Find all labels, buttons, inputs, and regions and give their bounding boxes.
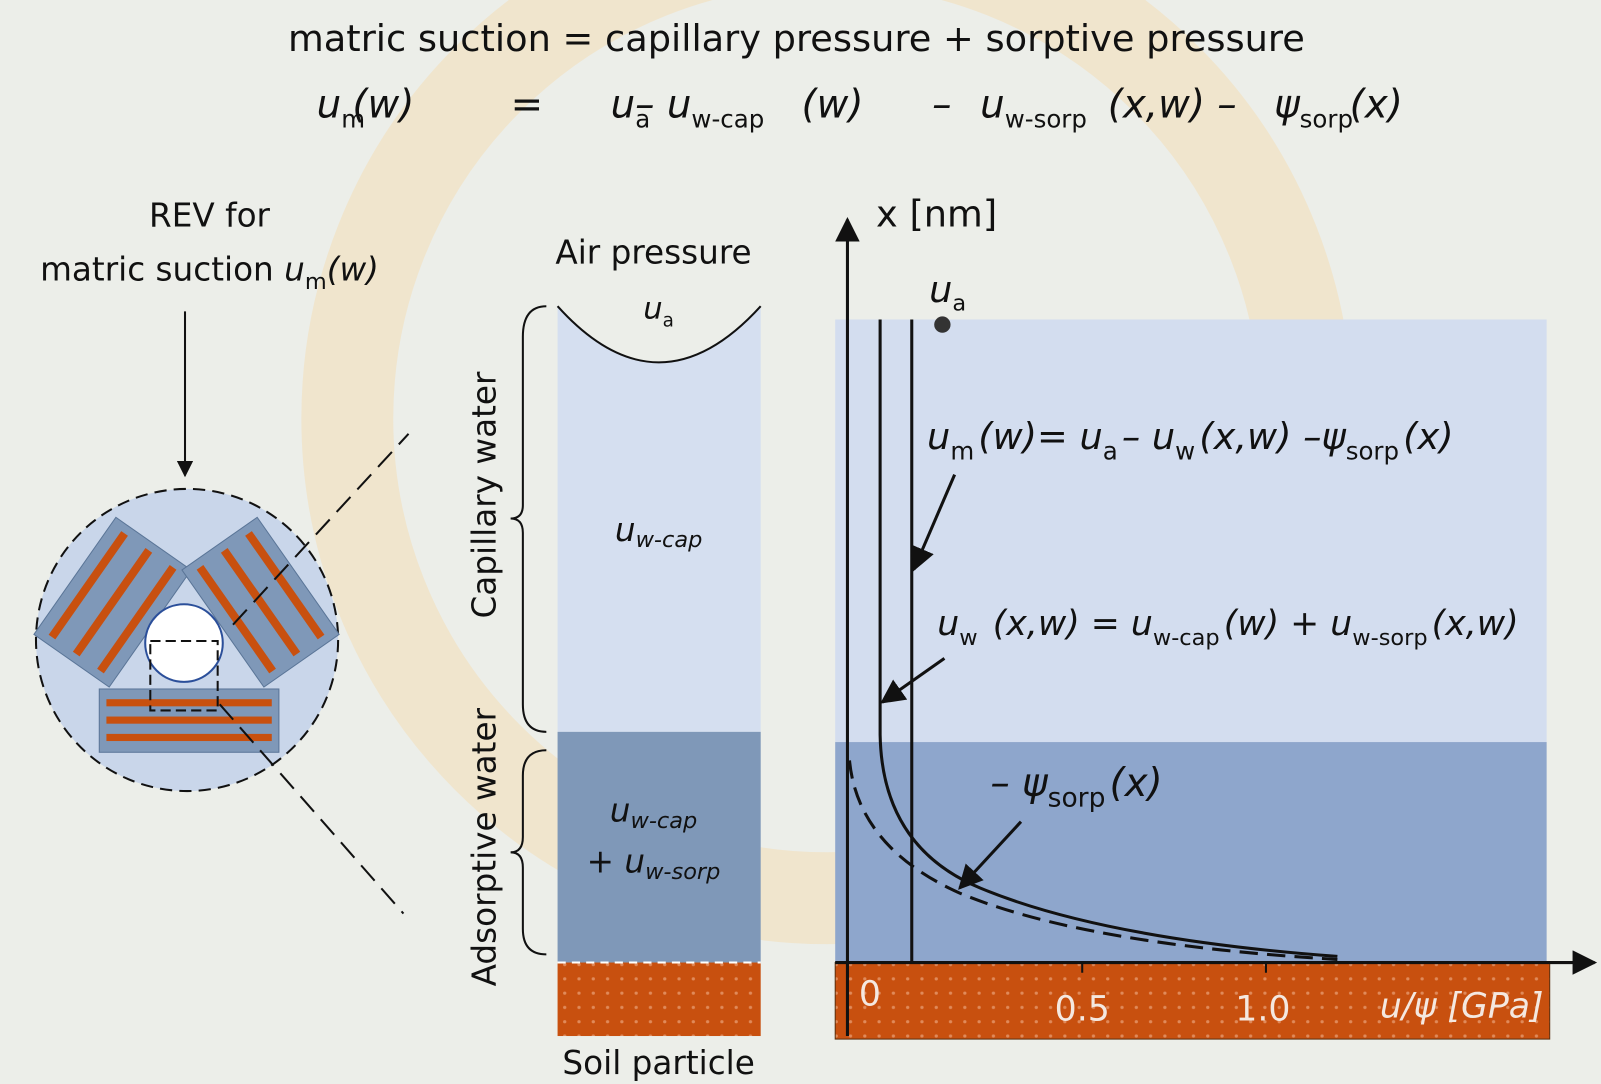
capillary-zone: [835, 319, 1546, 742]
graph-ua-main: u: [929, 268, 952, 311]
eq-sub: w: [1175, 436, 1195, 465]
eq-main: (w)= u: [978, 415, 1102, 458]
rev-line1: REV for: [149, 197, 271, 235]
pore: [145, 604, 223, 682]
eq-main: – u: [1122, 415, 1175, 458]
eq-main: (x,w) –: [1108, 82, 1237, 127]
soil-label: Soil particle: [562, 1044, 754, 1082]
air-pressure: Air pressure: [555, 233, 751, 271]
ua-point: [934, 316, 950, 332]
eq-main: u: [980, 82, 1005, 127]
ads-main2: + u: [587, 843, 645, 881]
eq-main: u: [317, 82, 342, 127]
eq-sub: sorp: [1346, 436, 1399, 465]
eq-sub: w-cap: [691, 105, 764, 134]
capillary-zone: [558, 306, 761, 732]
eq-sub: m: [950, 436, 974, 465]
eq-sub: w-sorp: [1352, 625, 1427, 651]
eq-sub: w: [959, 625, 977, 651]
cap-main: u: [615, 511, 636, 549]
eq-main: =: [511, 82, 543, 127]
graph-ua-sub: a: [952, 290, 966, 316]
ads-sub1: w-cap: [630, 808, 697, 834]
rev-line2: matric suction um(w): [40, 251, 379, 295]
eq-main: (x,w): [1432, 604, 1519, 644]
adsorptive-label: Adsorptive water: [465, 707, 503, 986]
eq-main: (x,w) = u: [982, 604, 1153, 644]
ads-sub2: w-sorp: [645, 859, 720, 885]
eq-sub: sorp: [1300, 105, 1353, 134]
rev-arg: (w): [327, 251, 379, 289]
tick-label: 1.0: [1235, 990, 1290, 1030]
soil: [558, 963, 761, 1036]
eq-main: u: [611, 82, 636, 127]
eq-main: (w) + u: [1224, 604, 1353, 644]
eq-main: (x): [1109, 761, 1162, 806]
eq-main: u: [937, 604, 959, 644]
eq-main: (x): [1350, 82, 1403, 127]
eq-main: (w): [352, 82, 414, 127]
ua-main: u: [643, 291, 662, 326]
page: matric suction = capillary pressure + so…: [0, 0, 1601, 1084]
eq-main: – ψ: [990, 761, 1049, 806]
title: matric suction = capillary pressure + so…: [288, 17, 1305, 60]
eq-main: (w): [802, 82, 864, 127]
eq-sub: w-sorp: [1005, 105, 1087, 134]
diagram: matric suction = capillary pressure + so…: [0, 0, 1601, 1084]
eq-sub: w-cap: [1153, 625, 1220, 651]
ua-sub: a: [663, 311, 674, 332]
eq-sub: sorp: [1048, 782, 1106, 813]
tick-label: 0.5: [1055, 990, 1110, 1030]
x-axis-label: u/ψ [GPa]: [1380, 987, 1544, 1027]
tick-label: 0: [859, 974, 881, 1014]
y-axis-label: x [nm]: [876, 193, 997, 236]
rev-sub: m: [305, 269, 327, 295]
eq-main: – u: [635, 82, 691, 127]
eq-main: (x): [1403, 415, 1453, 458]
eq-main: u: [927, 415, 950, 458]
adsorptive-zone: [835, 742, 1546, 962]
eq-main: ψ: [1274, 82, 1301, 127]
eq-main: –: [932, 82, 951, 127]
capillary-label: Capillary water: [465, 371, 503, 619]
ads-main1: u: [610, 792, 631, 830]
cap-sub: w-cap: [636, 527, 703, 553]
eq-main: (x,w) –ψ: [1199, 415, 1346, 458]
eq-sub: a: [1103, 436, 1118, 465]
rev-text: matric suction: [40, 251, 274, 289]
rev-var: u: [284, 251, 305, 289]
